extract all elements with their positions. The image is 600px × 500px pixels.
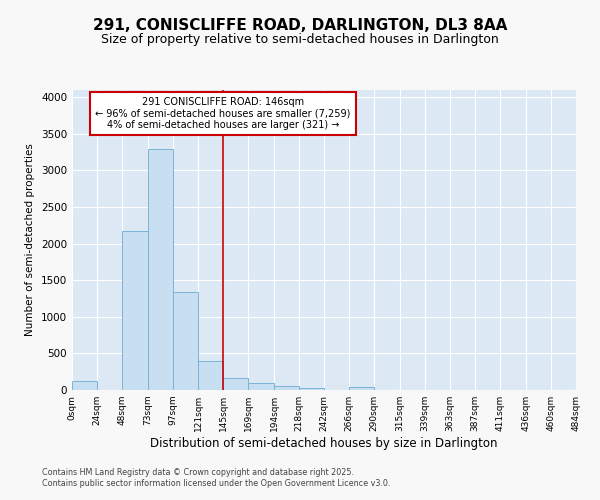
Bar	[223, 378, 248, 390]
Text: Contains HM Land Registry data © Crown copyright and database right 2025.
Contai: Contains HM Land Registry data © Crown c…	[42, 468, 391, 487]
Bar	[148, 150, 173, 390]
X-axis label: Distribution of semi-detached houses by size in Darlington: Distribution of semi-detached houses by …	[150, 437, 498, 450]
Bar	[198, 362, 223, 390]
Bar	[274, 386, 299, 390]
Y-axis label: Number of semi-detached properties: Number of semi-detached properties	[25, 144, 35, 336]
Text: Size of property relative to semi-detached houses in Darlington: Size of property relative to semi-detach…	[101, 32, 499, 46]
Bar	[173, 292, 198, 390]
Text: 291 CONISCLIFFE ROAD: 146sqm
← 96% of semi-detached houses are smaller (7,259)
4: 291 CONISCLIFFE ROAD: 146sqm ← 96% of se…	[95, 97, 350, 130]
Bar	[72, 381, 97, 390]
Bar	[248, 382, 274, 390]
Bar	[349, 388, 374, 390]
Bar	[122, 231, 148, 390]
Text: 291, CONISCLIFFE ROAD, DARLINGTON, DL3 8AA: 291, CONISCLIFFE ROAD, DARLINGTON, DL3 8…	[93, 18, 507, 32]
Bar	[299, 388, 324, 390]
